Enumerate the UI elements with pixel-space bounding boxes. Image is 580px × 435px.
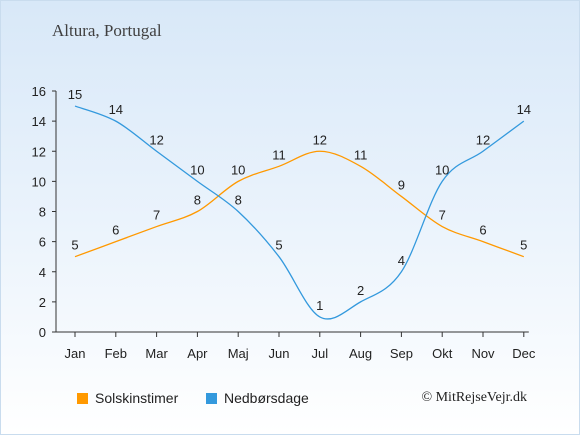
credit-text: © MitRejseVejr.dk (421, 390, 527, 405)
data-label-sun-Maj: 10 (231, 162, 245, 177)
legend-swatch-rain (206, 392, 217, 404)
legend-item-sun: Solskinstimer (77, 390, 178, 406)
data-label-sun-Mar: 7 (153, 208, 160, 223)
y-tick-label-0: 0 (39, 325, 46, 340)
data-label-sun-Apr: 8 (194, 193, 201, 208)
x-tick-label-Apr: Apr (187, 346, 208, 361)
x-tick-label-Aug: Aug (349, 346, 372, 361)
data-label-sun-Feb: 6 (112, 223, 119, 238)
x-tick-label-Maj: Maj (228, 346, 249, 361)
data-label-sun-Aug: 11 (354, 147, 368, 162)
data-label-sun-Jul: 12 (313, 132, 327, 147)
data-label-sun-Jun: 11 (272, 147, 286, 162)
y-tick-label-6: 6 (39, 235, 46, 250)
data-label-sun-Dec: 5 (520, 238, 527, 253)
data-label-rain-Apr: 10 (190, 162, 204, 177)
x-tick-label-Nov: Nov (471, 346, 495, 361)
x-tick-label-Jul: Jul (311, 346, 328, 361)
data-label-rain-Jul: 1 (316, 298, 323, 313)
y-tick-label-14: 14 (32, 114, 46, 129)
y-tick-label-16: 16 (32, 84, 46, 99)
data-label-rain-Mar: 12 (149, 132, 163, 147)
chart-title: Altura, Portugal (52, 21, 162, 40)
x-tick-label-Okt: Okt (432, 346, 453, 361)
y-tick-label-2: 2 (39, 295, 46, 310)
legend-label-rain: Nedbørsdage (224, 390, 309, 406)
x-tick-label-Jun: Jun (269, 346, 290, 361)
x-tick-label-Mar: Mar (145, 346, 168, 361)
data-label-sun-Okt: 7 (439, 208, 446, 223)
data-label-rain-Dec: 14 (517, 102, 531, 117)
x-tick-label-Feb: Feb (105, 346, 127, 361)
legend-swatch-sun (77, 392, 88, 404)
x-tick-label-Sep: Sep (390, 346, 413, 361)
data-label-sun-Nov: 6 (479, 223, 486, 238)
data-label-sun-Jan: 5 (71, 238, 78, 253)
data-label-rain-Maj: 8 (235, 193, 242, 208)
y-tick-label-8: 8 (39, 205, 46, 220)
data-label-rain-Aug: 2 (357, 283, 364, 298)
x-tick-label-Jan: Jan (65, 346, 86, 361)
series-line-rain (74, 105, 525, 320)
legend-item-rain: Nedbørsdage (206, 390, 309, 406)
series-line-sun (74, 150, 525, 258)
data-label-rain-Nov: 12 (476, 132, 490, 147)
data-label-rain-Okt: 10 (435, 162, 449, 177)
legend-label-sun: Solskinstimer (95, 390, 179, 406)
data-label-rain-Sep: 4 (398, 253, 405, 268)
data-label-rain-Feb: 14 (109, 102, 123, 117)
x-tick-label-Dec: Dec (512, 346, 536, 361)
data-label-rain-Jan: 15 (68, 87, 82, 102)
data-label-rain-Jun: 5 (275, 238, 282, 253)
data-label-sun-Sep: 9 (398, 177, 405, 192)
y-tick-label-4: 4 (39, 265, 46, 280)
y-tick-label-12: 12 (32, 144, 46, 159)
y-tick-label-10: 10 (32, 174, 46, 189)
